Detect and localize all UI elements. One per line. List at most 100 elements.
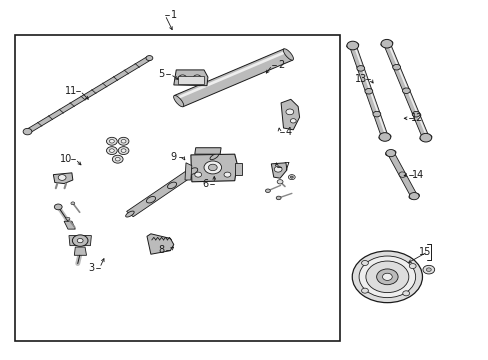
Circle shape bbox=[112, 155, 123, 163]
Circle shape bbox=[276, 196, 281, 200]
Circle shape bbox=[265, 189, 270, 193]
Circle shape bbox=[419, 134, 431, 142]
Text: 2: 2 bbox=[277, 60, 284, 70]
Circle shape bbox=[422, 265, 434, 274]
Circle shape bbox=[146, 55, 153, 60]
Circle shape bbox=[378, 133, 390, 141]
Ellipse shape bbox=[380, 41, 392, 46]
Circle shape bbox=[193, 75, 201, 81]
Circle shape bbox=[121, 149, 126, 152]
Circle shape bbox=[58, 175, 66, 180]
Polygon shape bbox=[82, 235, 91, 246]
Circle shape bbox=[408, 264, 415, 269]
Ellipse shape bbox=[392, 64, 400, 70]
Circle shape bbox=[277, 180, 283, 184]
Ellipse shape bbox=[364, 89, 372, 94]
Text: 11: 11 bbox=[65, 86, 78, 96]
Ellipse shape bbox=[411, 112, 419, 117]
Ellipse shape bbox=[408, 193, 419, 199]
Text: 10: 10 bbox=[61, 154, 73, 164]
Circle shape bbox=[224, 172, 230, 177]
Ellipse shape bbox=[378, 134, 390, 140]
Ellipse shape bbox=[346, 43, 358, 48]
Circle shape bbox=[106, 137, 117, 145]
Polygon shape bbox=[126, 154, 217, 217]
Polygon shape bbox=[64, 221, 75, 229]
Ellipse shape bbox=[125, 211, 134, 217]
Ellipse shape bbox=[419, 135, 431, 140]
Polygon shape bbox=[387, 43, 427, 138]
Polygon shape bbox=[349, 45, 387, 138]
Text: 8: 8 bbox=[158, 245, 164, 255]
Polygon shape bbox=[271, 163, 286, 178]
Circle shape bbox=[71, 202, 75, 205]
Circle shape bbox=[408, 193, 418, 200]
Polygon shape bbox=[69, 235, 78, 246]
Text: 6: 6 bbox=[202, 179, 208, 189]
Circle shape bbox=[109, 149, 114, 152]
Circle shape bbox=[380, 40, 392, 48]
Bar bbox=[15, 35, 339, 341]
Circle shape bbox=[23, 129, 32, 135]
Circle shape bbox=[274, 166, 282, 172]
Circle shape bbox=[118, 137, 129, 145]
Polygon shape bbox=[53, 173, 73, 184]
Text: 12: 12 bbox=[410, 113, 423, 123]
Circle shape bbox=[361, 261, 367, 266]
Polygon shape bbox=[234, 163, 242, 175]
Circle shape bbox=[288, 175, 295, 180]
Ellipse shape bbox=[188, 168, 197, 174]
Circle shape bbox=[346, 41, 358, 50]
Circle shape bbox=[351, 251, 422, 303]
Circle shape bbox=[426, 268, 430, 271]
Circle shape bbox=[178, 75, 186, 81]
Ellipse shape bbox=[402, 88, 409, 94]
Text: 3: 3 bbox=[88, 263, 94, 273]
Circle shape bbox=[290, 119, 296, 123]
Bar bbox=[177, 76, 203, 84]
Ellipse shape bbox=[398, 172, 405, 177]
Ellipse shape bbox=[385, 150, 395, 156]
Circle shape bbox=[194, 172, 201, 177]
Circle shape bbox=[385, 149, 395, 157]
Circle shape bbox=[208, 164, 217, 171]
Circle shape bbox=[290, 176, 293, 178]
Circle shape bbox=[382, 273, 391, 280]
Ellipse shape bbox=[173, 95, 183, 107]
Polygon shape bbox=[147, 234, 173, 254]
Text: 15: 15 bbox=[418, 247, 430, 257]
Text: 4: 4 bbox=[285, 127, 291, 136]
Circle shape bbox=[106, 147, 117, 154]
Polygon shape bbox=[25, 57, 151, 133]
Ellipse shape bbox=[356, 66, 364, 71]
Polygon shape bbox=[281, 99, 299, 130]
Polygon shape bbox=[175, 50, 286, 99]
Polygon shape bbox=[173, 70, 207, 86]
Text: 14: 14 bbox=[410, 170, 423, 180]
Text: 9: 9 bbox=[170, 152, 177, 162]
Text: 5: 5 bbox=[158, 69, 164, 79]
Circle shape bbox=[109, 139, 114, 143]
Polygon shape bbox=[184, 163, 191, 180]
Polygon shape bbox=[353, 45, 386, 137]
Circle shape bbox=[365, 261, 408, 293]
Circle shape bbox=[66, 217, 70, 220]
Circle shape bbox=[203, 161, 221, 174]
Circle shape bbox=[361, 288, 367, 293]
Circle shape bbox=[402, 291, 409, 296]
Circle shape bbox=[121, 139, 126, 143]
Circle shape bbox=[115, 157, 120, 161]
Ellipse shape bbox=[283, 49, 293, 60]
Circle shape bbox=[358, 256, 415, 298]
Circle shape bbox=[72, 235, 88, 246]
Ellipse shape bbox=[146, 197, 155, 203]
Circle shape bbox=[285, 109, 293, 115]
Ellipse shape bbox=[372, 111, 380, 117]
Circle shape bbox=[376, 269, 397, 285]
Text: 1: 1 bbox=[170, 10, 177, 20]
Circle shape bbox=[77, 238, 83, 243]
Polygon shape bbox=[194, 148, 221, 154]
Polygon shape bbox=[190, 154, 237, 182]
Circle shape bbox=[54, 204, 62, 210]
Polygon shape bbox=[174, 49, 292, 107]
